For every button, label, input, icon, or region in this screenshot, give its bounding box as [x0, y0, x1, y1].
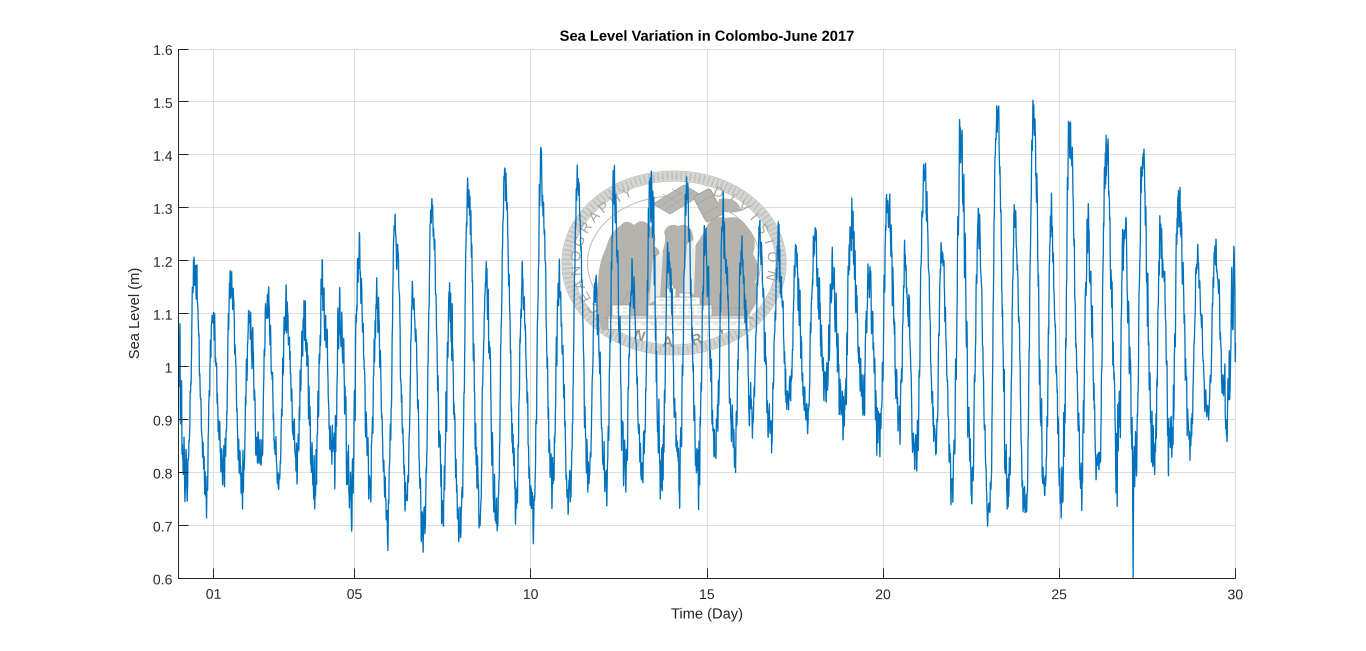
svg-text:Sea Level Variation in Colombo: Sea Level Variation in Colombo-June 2017: [560, 29, 855, 45]
svg-text:Time (Day): Time (Day): [671, 606, 743, 622]
svg-text:1.6: 1.6: [153, 42, 173, 58]
svg-text:30: 30: [1228, 586, 1244, 602]
svg-text:1.5: 1.5: [153, 95, 173, 111]
svg-text:0.8: 0.8: [153, 466, 173, 482]
svg-text:20: 20: [875, 586, 891, 602]
svg-text:0.7: 0.7: [153, 518, 173, 534]
svg-text:01: 01: [206, 586, 222, 602]
svg-text:05: 05: [347, 586, 363, 602]
svg-text:0.9: 0.9: [153, 413, 173, 429]
svg-text:1.2: 1.2: [153, 254, 173, 270]
svg-text:0.6: 0.6: [153, 571, 173, 587]
svg-text:1.3: 1.3: [153, 201, 173, 217]
svg-text:1.4: 1.4: [153, 148, 173, 164]
svg-text:1.1: 1.1: [153, 307, 173, 323]
svg-text:Sea Level (m): Sea Level (m): [127, 268, 143, 359]
svg-text:10: 10: [523, 586, 539, 602]
svg-text:15: 15: [699, 586, 715, 602]
svg-text:25: 25: [1051, 586, 1067, 602]
svg-text:1: 1: [165, 360, 173, 376]
